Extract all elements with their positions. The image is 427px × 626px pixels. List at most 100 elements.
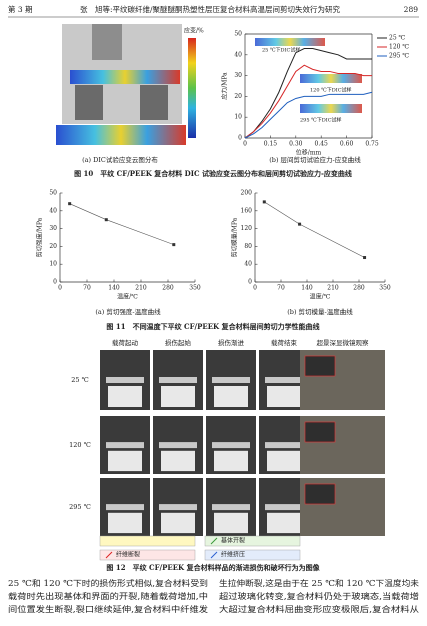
series-line bbox=[244, 91, 373, 139]
x-axis-label: 温度/℃ bbox=[310, 293, 331, 301]
specimen bbox=[159, 377, 197, 383]
row-label: 120 ℃ bbox=[69, 441, 91, 449]
specimen bbox=[212, 442, 250, 449]
specimen bbox=[159, 504, 197, 511]
x-tick-label: 350 bbox=[379, 285, 391, 292]
damage-figure: 载荷起动 损伤起始 损伤渐进 载荷结束 超景深显微镜观察 25 ℃ 120 ℃ 295 ℃ 基体… bbox=[69, 338, 385, 561]
y-tick-label: 80 bbox=[244, 243, 252, 250]
colorbar-label: 应变/% bbox=[184, 27, 204, 35]
x-tick-label: 0 bbox=[253, 285, 257, 292]
specimen bbox=[212, 377, 250, 383]
legend-arrow bbox=[210, 537, 218, 545]
legend-label: 纤维挤压 bbox=[221, 551, 245, 559]
legend-label: 纤维断裂 bbox=[116, 551, 140, 559]
body-line: 生拉伸断裂,这是由于在 25 ℃和 120 ℃下温度均未 bbox=[219, 578, 419, 588]
specimen bbox=[159, 442, 197, 449]
body-line: 超过玻璃化转变,复合材料仍处于玻璃态,当载荷增 bbox=[219, 591, 419, 601]
y-axis-label: 剪切强度/MPa bbox=[36, 217, 44, 257]
column-header: 载荷结束 bbox=[271, 338, 298, 347]
x-tick-label: 0.30 bbox=[289, 141, 303, 148]
figure-caption: 图 10 平纹 CF/PEEK 复合材料 DIC 试验应变云图分布和层间剪切试验… bbox=[74, 169, 352, 178]
y-tick-label: 40 bbox=[234, 51, 242, 58]
column-header: 超景深显微镜观察 bbox=[317, 338, 370, 347]
marker bbox=[298, 222, 302, 226]
legend-box bbox=[99, 549, 196, 561]
legend-label: 120 ℃ bbox=[389, 44, 409, 51]
figure-caption: 图 12 平纹 CF/PEEK 复合材料样品的渐进损伤和破坏行为为图像 bbox=[106, 563, 320, 572]
body-line: 载荷时先出现基体和界面的开裂,随着载荷增加,中 bbox=[8, 591, 208, 601]
x-tick-label: 210 bbox=[135, 285, 147, 292]
y-tick-label: 0 bbox=[248, 279, 252, 286]
marker bbox=[262, 200, 266, 204]
specimen bbox=[265, 442, 303, 449]
y-tick-label: 120 bbox=[241, 225, 253, 232]
x-tick-label: 0.45 bbox=[315, 141, 329, 148]
legend-label: 295 ℃ bbox=[389, 53, 409, 60]
fixture bbox=[108, 512, 142, 534]
y-tick-label: 20 bbox=[49, 243, 57, 250]
specimen bbox=[106, 442, 144, 449]
dic-photo bbox=[56, 24, 196, 145]
micro-inset bbox=[304, 355, 336, 377]
fixture bbox=[214, 512, 248, 534]
figure-caption: 图 11 不同温度下平纹 CF/PEEK 复合材料层间剪切力学性能曲线 bbox=[106, 322, 319, 331]
subcaption: (a) 剪切强度-温度曲线 bbox=[95, 307, 161, 316]
dic-sample bbox=[300, 104, 362, 113]
specimen bbox=[212, 504, 250, 511]
y-axis-label: 应力/MPa bbox=[221, 72, 229, 100]
x-tick-label: 0.75 bbox=[365, 141, 379, 148]
column-header: 载荷起动 bbox=[112, 338, 139, 347]
y-axis-label: 剪切模量/MPa bbox=[231, 217, 239, 257]
specimen bbox=[106, 504, 144, 511]
annotation: 295 ℃下DIC试样 bbox=[300, 117, 342, 124]
y-tick-label: 30 bbox=[49, 225, 57, 232]
y-tick-label: 160 bbox=[241, 207, 253, 214]
x-tick-label: 70 bbox=[83, 285, 91, 292]
specimen bbox=[265, 377, 303, 383]
series-line bbox=[69, 203, 174, 245]
series-line bbox=[244, 64, 372, 139]
fixture bbox=[161, 512, 195, 534]
x-tick-label: 140 bbox=[301, 285, 313, 292]
y-tick-label: 30 bbox=[234, 72, 242, 79]
y-tick-label: 10 bbox=[234, 114, 242, 121]
legend-label: 基体开裂 bbox=[221, 537, 245, 545]
y-tick-label: 0 bbox=[53, 279, 57, 286]
marker bbox=[172, 243, 176, 247]
subcaption: (b) 剪切模量-温度曲线 bbox=[287, 307, 353, 316]
fixture bbox=[161, 450, 195, 472]
x-tick-label: 280 bbox=[353, 285, 365, 292]
running-title: 张 旭等:平纹碳纤维/聚醚醚酮热塑性层压复合材料高温层间剪切失效行为研究 bbox=[80, 4, 341, 14]
subcaption: (a) DIC试验应变云图分布 bbox=[82, 155, 158, 164]
subcaption: (b) 层间剪切试验应力-应变曲线 bbox=[269, 155, 361, 164]
specimen bbox=[265, 504, 303, 511]
body-line: 间位置发生断裂,裂口继续延伸,复合材料中纤维发 bbox=[8, 604, 208, 614]
row-label: 25 ℃ bbox=[71, 376, 89, 384]
dic-sample bbox=[300, 74, 362, 83]
body-text: 25 ℃和 120 ℃下时的损伤形式相似,复合材料受到载荷时先出现基体和界面的开… bbox=[8, 578, 419, 614]
legend-arrow bbox=[105, 551, 113, 559]
fixture bbox=[267, 512, 301, 534]
row-label: 295 ℃ bbox=[69, 503, 91, 511]
y-tick-label: 10 bbox=[49, 261, 57, 268]
y-tick-label: 0 bbox=[238, 135, 242, 142]
column-header: 损伤渐进 bbox=[218, 338, 245, 347]
column-header: 损伤起始 bbox=[165, 338, 192, 347]
marker bbox=[363, 256, 367, 260]
fixture bbox=[214, 450, 248, 472]
series-line bbox=[244, 48, 372, 139]
y-tick-label: 20 bbox=[234, 93, 242, 100]
dic-sample bbox=[255, 38, 325, 46]
x-tick-label: 0.60 bbox=[340, 141, 354, 148]
y-tick-label: 200 bbox=[241, 190, 253, 197]
x-tick-label: 350 bbox=[189, 285, 201, 292]
x-tick-label: 0 bbox=[58, 285, 62, 292]
x-tick-label: 70 bbox=[277, 285, 285, 292]
x-axis-label: 温度/℃ bbox=[117, 293, 138, 301]
micro-inset bbox=[304, 421, 336, 443]
y-tick-label: 50 bbox=[234, 31, 242, 38]
fixture bbox=[214, 386, 248, 407]
fixture bbox=[108, 450, 142, 472]
body-line: 大超过复合材料屈曲变形应变极限后,复合材料从 bbox=[219, 604, 419, 614]
